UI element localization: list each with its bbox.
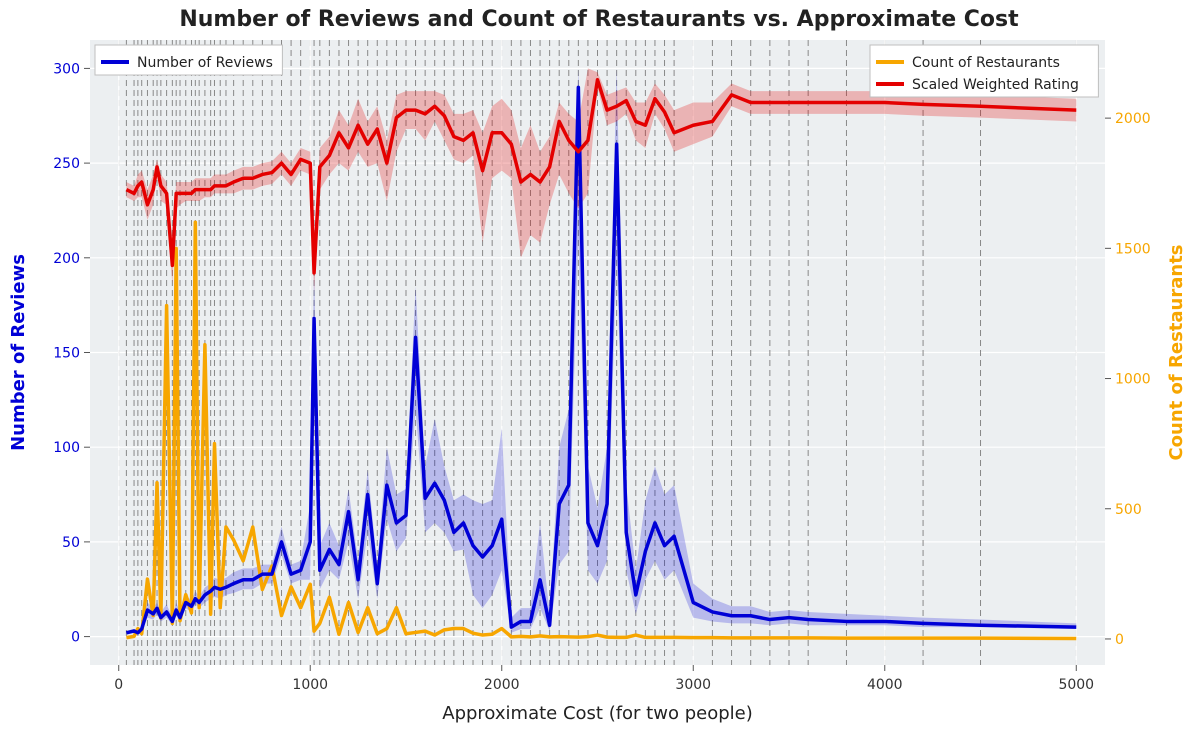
legend-label: Scaled Weighted Rating: [912, 77, 1079, 93]
left-y-axis-label: Number of Reviews: [8, 254, 29, 451]
legend-label: Number of Reviews: [137, 55, 273, 71]
y-right-tick-label: 500: [1115, 502, 1142, 518]
right-y-axis-label: Count of Restaurants: [1166, 244, 1187, 460]
legend-label: Count of Restaurants: [912, 55, 1060, 71]
y-left-tick-label: 250: [53, 156, 80, 172]
y-left-tick-label: 50: [62, 535, 80, 551]
chart-title: Number of Reviews and Count of Restauran…: [179, 7, 1019, 32]
chart-svg: 0100020003000400050000501001502002503000…: [0, 0, 1198, 746]
y-left-tick-label: 200: [53, 251, 80, 267]
x-tick-label: 2000: [484, 677, 520, 693]
y-left-tick-label: 0: [71, 630, 80, 646]
legend-right: Count of Restaurants Scaled Weighted Rati…: [870, 45, 1098, 97]
x-tick-label: 5000: [1058, 677, 1094, 693]
x-tick-label: 0: [114, 677, 123, 693]
y-right-tick-label: 0: [1115, 632, 1124, 648]
y-right-tick-label: 1000: [1115, 372, 1151, 388]
x-tick-label: 1000: [292, 677, 328, 693]
y-left-tick-label: 300: [53, 61, 80, 77]
y-left-tick-label: 100: [53, 440, 80, 456]
legend-left: Number of Reviews: [95, 45, 282, 75]
chart-container: 0100020003000400050000501001502002503000…: [0, 0, 1198, 746]
y-right-tick-label: 2000: [1115, 111, 1151, 127]
x-tick-label: 3000: [675, 677, 711, 693]
y-right-tick-label: 1500: [1115, 241, 1151, 257]
x-tick-label: 4000: [867, 677, 903, 693]
x-axis-label: Approximate Cost (for two people): [442, 703, 752, 724]
y-left-tick-label: 150: [53, 346, 80, 362]
